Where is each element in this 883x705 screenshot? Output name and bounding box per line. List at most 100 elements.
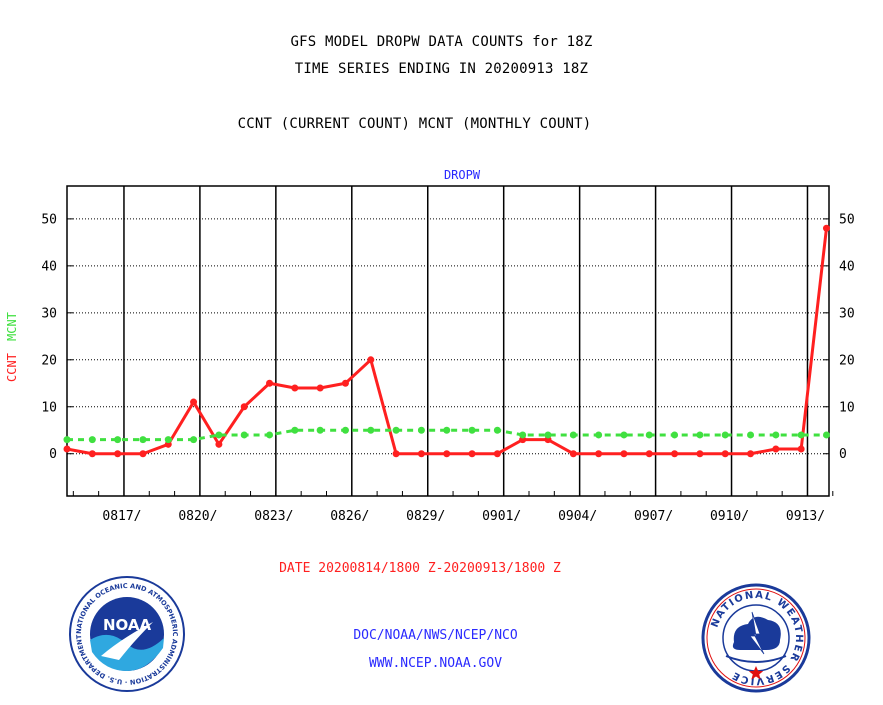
url-link[interactable]: WWW.NCEP.NOAA.GOV [368, 656, 503, 671]
data-point-ccnt [215, 440, 223, 448]
data-point-ccnt [341, 379, 349, 387]
data-point-ccnt [63, 445, 71, 453]
data-point-mcnt [215, 431, 223, 439]
data-point-ccnt [443, 450, 451, 458]
data-point-ccnt [240, 403, 248, 411]
data-point-ccnt [114, 450, 122, 458]
axes [66, 185, 834, 497]
x-tick-label: 0820/ [178, 509, 217, 524]
data-point-mcnt [645, 431, 653, 439]
y-tick-label-right: 0 [839, 447, 847, 462]
labels: 0 0 10 10 20 20 30 30 40 40 50 50 0817/0820/0823/082… [5, 168, 855, 524]
data-point-mcnt [341, 426, 349, 434]
x-tick-label: 0901/ [482, 509, 521, 524]
grid [67, 186, 829, 496]
data-point-mcnt [569, 431, 577, 439]
noaa-logo: NATIONAL OCEANIC AND ATMOSPHERIC ADMINIS… [69, 576, 185, 692]
y-tick-label-left: 0 [49, 447, 57, 462]
y-tick-label-right: 10 [839, 400, 855, 415]
data-point-mcnt [696, 431, 704, 439]
x-tick-label: 0817/ [102, 509, 141, 524]
data-point-mcnt [595, 431, 603, 439]
data-point-mcnt [468, 426, 476, 434]
data-point-ccnt [190, 398, 198, 406]
data-point-mcnt [316, 426, 324, 434]
data-point-ccnt [266, 379, 274, 387]
data-point-ccnt [620, 450, 628, 458]
x-tick-label: 0910/ [710, 509, 749, 524]
data-point-mcnt [721, 431, 729, 439]
y-tick-label-left: 30 [41, 306, 57, 321]
y-tick-label-left: 40 [41, 259, 57, 274]
series-line-ccnt [66, 228, 828, 456]
data-point-ccnt [822, 224, 830, 232]
data-point-ccnt [671, 450, 679, 458]
plot-frame [66, 185, 830, 497]
data-point-mcnt [266, 431, 274, 439]
data-point-ccnt [772, 445, 780, 453]
data-point-ccnt [595, 450, 603, 458]
data-point-ccnt [696, 450, 704, 458]
data-point-mcnt [291, 426, 299, 434]
data-point-ccnt [468, 450, 476, 458]
data-point-mcnt [544, 431, 552, 439]
x-tick-label: 0829/ [406, 509, 445, 524]
data-point-ccnt [392, 450, 400, 458]
data-point-mcnt [240, 431, 248, 439]
data-point-mcnt [747, 431, 755, 439]
x-tick-label: 0907/ [634, 509, 673, 524]
data-point-mcnt [367, 426, 375, 434]
y-tick-label-right: 20 [839, 353, 855, 368]
data-point-mcnt [493, 426, 501, 434]
data-point-mcnt [164, 436, 172, 444]
data-point-mcnt [443, 426, 451, 434]
x-tick-label: 0904/ [558, 509, 597, 524]
x-tick-label: 0823/ [254, 509, 293, 524]
data-point-mcnt [88, 436, 96, 444]
data-point-mcnt [671, 431, 679, 439]
data-point-mcnt [63, 436, 71, 444]
y-tick-label-left: 10 [41, 400, 57, 415]
y-axis-label-mcnt: MCNT [5, 312, 19, 341]
x-tick-label: 0826/ [330, 509, 369, 524]
y-axis-label-ccnt: CCNT [5, 353, 19, 382]
noaa-logo-text: NOAA [103, 616, 152, 634]
data-point-ccnt [797, 445, 805, 453]
org-text: DOC/NOAA/NWS/NCEP/NCO [353, 628, 518, 643]
data-point-ccnt [645, 450, 653, 458]
chart-title-line2: TIME SERIES ENDING IN 20200913 18Z [294, 61, 589, 77]
chart-subtitle: CCNT (CURRENT COUNT) MCNT (MONTHLY COUNT… [237, 116, 592, 132]
data-point-ccnt [139, 450, 147, 458]
data-point-mcnt [139, 436, 147, 444]
data-point-ccnt [367, 356, 375, 364]
data-point-mcnt [822, 431, 830, 439]
plot-title: DROPW [444, 168, 481, 182]
y-tick-label-right: 40 [839, 259, 855, 274]
chart-title-line1: GFS MODEL DROPW DATA COUNTS for 18Z [290, 34, 593, 50]
data-point-mcnt [417, 426, 425, 434]
data-point-ccnt [569, 450, 577, 458]
data-point-mcnt [797, 431, 805, 439]
y-tick-label-left: 20 [41, 353, 57, 368]
data-point-ccnt [747, 450, 755, 458]
y-tick-label-left: 50 [41, 212, 57, 227]
nws-logo: NATIONAL WEATHER SERVICE [701, 583, 811, 693]
data-point-ccnt [291, 384, 299, 392]
y-tick-label-right: 30 [839, 306, 855, 321]
data-point-ccnt [721, 450, 729, 458]
data-point-ccnt [316, 384, 324, 392]
data-point-mcnt [620, 431, 628, 439]
data-point-ccnt [417, 450, 425, 458]
series [63, 224, 830, 458]
y-tick-label-right: 50 [839, 212, 855, 227]
data-point-ccnt [88, 450, 96, 458]
data-point-mcnt [114, 436, 122, 444]
date-range: DATE 20200814/1800 Z-20200913/1800 Z [279, 561, 561, 576]
data-point-mcnt [392, 426, 400, 434]
data-point-mcnt [519, 431, 527, 439]
data-point-ccnt [493, 450, 501, 458]
data-point-mcnt [190, 436, 198, 444]
data-point-mcnt [772, 431, 780, 439]
x-tick-label: 0913/ [786, 509, 825, 524]
